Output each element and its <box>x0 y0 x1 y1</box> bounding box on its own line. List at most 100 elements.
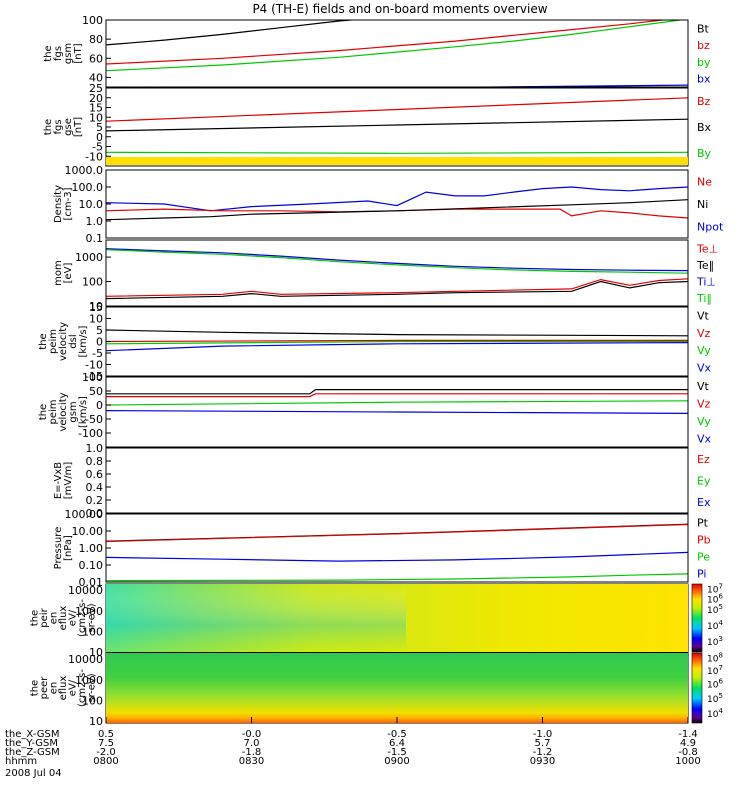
legend-entry: Bx <box>697 121 712 134</box>
y-tick-label: 10 <box>89 313 103 326</box>
y-tick-label: -5 <box>92 141 103 154</box>
colorbar-tick-label: 107 <box>707 582 723 595</box>
panel-7: 0.00.20.40.60.81.0 E=-VxB [mV/m] Ez Ey Ex <box>53 442 711 520</box>
y-axis-label: the <box>38 404 49 420</box>
x-row-value: -1.8 <box>242 747 262 758</box>
legend-entry: bx <box>697 73 711 86</box>
legend-entry: By <box>697 147 712 160</box>
y-axis-label: gsm <box>68 401 79 422</box>
legend-entry: Vz <box>697 397 711 410</box>
panel-4-series <box>106 248 688 300</box>
legend-entry: Vy <box>697 344 711 357</box>
legend-entry: Ex <box>697 496 711 509</box>
y-axis-label: mom <box>53 260 64 286</box>
y-tick-label: 15 <box>89 301 103 314</box>
panel-8-background <box>106 514 688 582</box>
yellow-status-bar <box>106 157 688 165</box>
y-axis-label: [mV/m] <box>63 462 74 500</box>
y-axis-label: peim <box>48 329 59 354</box>
panel-1-frame <box>105 19 689 88</box>
x-row-value: -1.2 <box>533 747 553 758</box>
y-tick-label: 1000 <box>75 251 103 264</box>
legend-entry: Bz <box>697 95 711 108</box>
series-line-vt <box>106 329 688 337</box>
y-tick-label: 80 <box>89 33 103 46</box>
colorbar-tick-label: 106 <box>707 593 723 606</box>
y-axis-label: eV/ <box>68 609 79 626</box>
y-axis-label: en <box>49 682 60 695</box>
legend-entry: Ne <box>697 175 712 188</box>
legend-entry: Ey <box>697 475 711 488</box>
legend-entry: Vy <box>697 415 711 428</box>
y-tick-label: 10.0 <box>79 198 104 211</box>
y-tick-label: 20 <box>89 92 103 105</box>
y-axis-label: Density <box>53 185 64 223</box>
x-row-value: -1.5 <box>387 747 407 758</box>
y-tick-label: 100 <box>82 14 103 27</box>
y-tick-label: 60 <box>89 52 103 65</box>
y-axis-label: the <box>43 119 54 135</box>
y-axis-label: fgs <box>53 119 64 134</box>
x-row-value: -0.8 <box>678 747 698 758</box>
panel-6-series <box>106 389 688 414</box>
legend-entry: Vz <box>697 327 711 340</box>
series-line-te <box>106 278 688 297</box>
spectrogram-electron-fill <box>106 653 688 723</box>
x-row-value: 7.0 <box>244 738 260 749</box>
x-row-value: 1000 <box>675 756 700 767</box>
x-row-value: 7.5 <box>98 738 114 749</box>
y-axis-label: sr-eV) <box>87 673 98 702</box>
y-tick-label: -5 <box>92 347 103 360</box>
colorbar-tick-label: 104 <box>707 707 723 720</box>
spectrogram-ion <box>106 583 703 653</box>
y-tick-label: 100.00 <box>65 508 104 521</box>
y-axis-label: the <box>38 333 49 349</box>
series-line-te <box>106 280 688 300</box>
series-line-vy <box>106 400 688 406</box>
y-tick-label: 0.6 <box>86 468 104 481</box>
x-row-value: -0.5 <box>387 729 407 740</box>
legend-entry: Te⊥ <box>696 242 718 255</box>
legend-entry: Vt <box>697 310 710 323</box>
series-line-vx <box>106 342 688 352</box>
series-line-bx <box>106 118 688 132</box>
series-line-bx <box>437 84 688 87</box>
legend-entry: Pi <box>697 568 706 581</box>
x-axis: the_X-GSM 0.5 -0.0 -0.5 -1.0 -1.4 the_Y-GSM 7.5… <box>5 717 701 779</box>
y-tick-label: 0.01 <box>79 576 104 589</box>
colorbar-tick-label: 104 <box>707 619 723 632</box>
y-axis-label: velocity <box>58 392 69 431</box>
series-line-bz <box>106 20 669 65</box>
y-tick-label: 25 <box>89 82 103 95</box>
y-tick-label: 1000 <box>75 674 103 687</box>
y-tick-label: 0 <box>96 336 103 349</box>
y-tick-label: 10 <box>89 111 103 124</box>
x-row-value: 6.4 <box>389 738 405 749</box>
x-row-value: 0.5 <box>98 729 114 740</box>
y-tick-label: 0.1 <box>86 232 104 245</box>
y-axis-label: the <box>30 610 41 626</box>
legend-entry: Te‖ <box>696 259 714 272</box>
y-tick-label: 0.0 <box>86 507 104 520</box>
panel-8-series <box>106 523 688 582</box>
y-tick-label: 5 <box>96 121 103 134</box>
y-axis-label: eV/ <box>68 679 79 696</box>
colorbar-ion <box>691 583 703 653</box>
y-axis-label: eflux <box>58 606 69 631</box>
figure-title: P4 (TH-E) fields and on-board moments ov… <box>252 2 547 16</box>
legend-entry: Vx <box>697 361 712 374</box>
x-row-label: the_Z-GSM <box>5 747 60 758</box>
panel-6-frame <box>105 376 689 448</box>
y-tick-label: 10 <box>89 715 103 728</box>
y-tick-label: 100 <box>82 694 103 707</box>
y-tick-label: -10 <box>85 150 103 163</box>
y-tick-label: 100 <box>82 625 103 638</box>
y-axis-label: the <box>30 680 41 696</box>
legend-entry: Pt <box>697 517 709 530</box>
y-axis-label: [km/s] <box>78 325 89 357</box>
y-axis-label: fgs <box>53 46 64 61</box>
y-axis-label: [cm-3] <box>63 187 74 220</box>
y-axis-label: [nPa] <box>63 535 74 561</box>
